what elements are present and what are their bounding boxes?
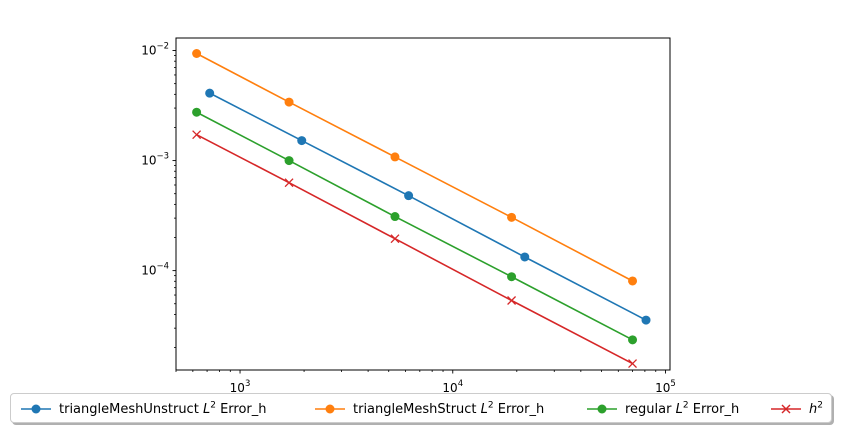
axes-layer: 103 104 105 10−4 10−3 10−2	[141, 42, 676, 395]
legend-swatch	[21, 404, 51, 414]
series-3-point-1	[284, 178, 294, 188]
legend-label: h2	[809, 400, 823, 417]
series-2-point-0	[192, 107, 202, 117]
series-2-point-4	[628, 335, 638, 345]
series-0-point-4	[641, 315, 651, 325]
series-3-point-3	[507, 296, 517, 305]
series-3-point-2	[390, 234, 400, 244]
x-tick-label: 104	[442, 379, 463, 395]
series-1-point-2	[390, 152, 400, 162]
y-tick-label: 10−4	[141, 262, 169, 278]
x-tick-label: 105	[655, 379, 676, 395]
series-3-point-0	[192, 130, 202, 140]
series-1-point-4	[628, 276, 638, 286]
legend-entry-tri-struct: triangleMeshStruct L2 Error_h	[315, 394, 544, 424]
x-tick-label: 103	[230, 379, 251, 395]
series-0-point-3	[520, 252, 530, 262]
series-3-point-4	[628, 359, 638, 369]
y-tick-label: 10−3	[141, 152, 169, 168]
legend-swatch	[587, 404, 617, 414]
series-1-point-0	[192, 48, 202, 58]
legend-swatch	[771, 404, 801, 414]
legend-entry-regular: regular L2 Error_h	[587, 394, 739, 424]
legend-entry-tri-unstruct: triangleMeshUnstruct L2 Error_h	[21, 394, 267, 424]
y-tick-label: 10−2	[141, 42, 169, 58]
series-1-point-3	[507, 212, 517, 222]
legend-label: regular L2 Error_h	[625, 400, 740, 417]
series-2-point-2	[390, 212, 400, 222]
legend: triangleMeshUnstruct L2 Error_h triangle…	[10, 393, 832, 423]
series-0-point-1	[297, 136, 307, 146]
series-2-point-3	[507, 272, 517, 282]
legend-entry-h2: h2	[771, 394, 823, 424]
series-layer	[192, 48, 651, 369]
series-2-point-1	[284, 156, 294, 166]
legend-label: triangleMeshStruct L2 Error_h	[353, 400, 545, 417]
legend-label: triangleMeshUnstruct L2 Error_h	[59, 400, 267, 417]
series-0-point-0	[205, 88, 215, 98]
plot-frame	[175, 37, 671, 371]
series-1-point-1	[284, 97, 294, 107]
series-0-point-2	[404, 191, 414, 201]
legend-swatch	[315, 404, 345, 414]
